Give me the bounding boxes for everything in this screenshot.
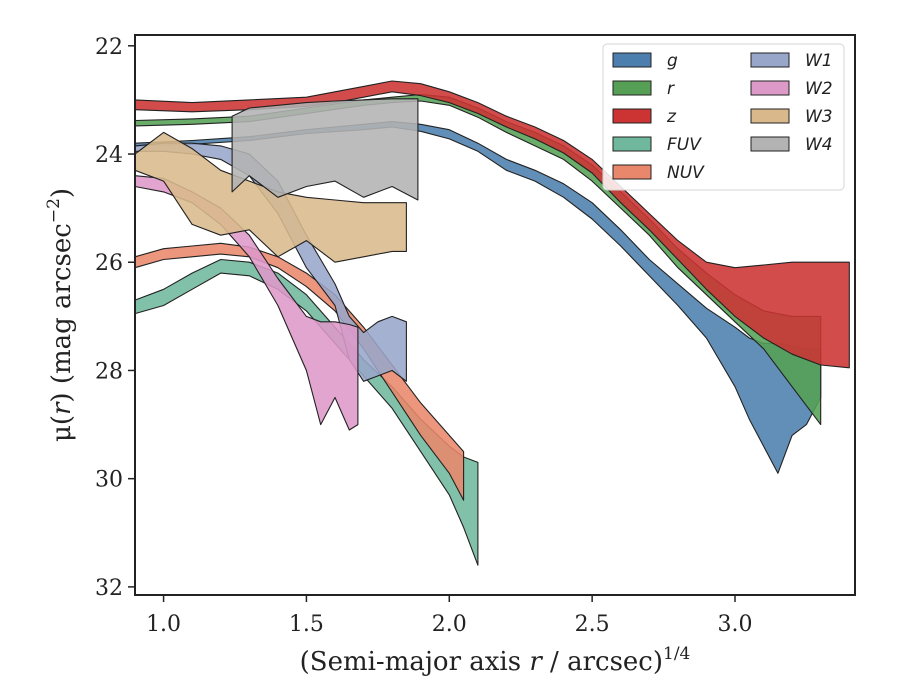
legend-swatch-fuv (612, 136, 652, 152)
legend-swatch-z (612, 108, 652, 124)
legend: grz FUV NUV W1 W2 W3 W4 (602, 43, 845, 191)
y-tick-label: 32 (95, 576, 123, 601)
y-tick-label: 26 (95, 251, 123, 276)
legend-label-w4: W4 (805, 135, 833, 155)
x-tick-label: 1.0 (146, 612, 181, 637)
legend-label-nuv: NUV (667, 163, 705, 183)
legend-swatch-r (612, 80, 652, 96)
y-axis-label: μ(r) (mag arcsec−2) (44, 188, 77, 442)
legend-swatch-w2 (750, 80, 790, 96)
x-tick-label: 2.5 (575, 612, 610, 637)
band-z (134, 80, 850, 369)
x-tick-label: 3.0 (718, 612, 753, 637)
legend-label-r: r (667, 79, 675, 99)
band-w4 (231, 98, 419, 201)
legend-swatch-w1 (750, 52, 790, 68)
y-tick-label: 22 (95, 35, 123, 60)
legend-label-w3: W3 (805, 107, 833, 127)
legend-label-z: z (666, 107, 677, 127)
x-tick-label: 2.0 (432, 612, 467, 637)
x-tick-label: 1.5 (289, 612, 324, 637)
y-tick-label: 30 (95, 468, 123, 493)
series-bands (134, 80, 850, 566)
legend-label-g: g (667, 51, 678, 71)
legend-swatch-g (612, 52, 652, 68)
plot-frame (134, 34, 856, 596)
legend-label-fuv: FUV (667, 135, 702, 155)
y-tick-label: 28 (95, 359, 123, 384)
y-tick-label: 24 (95, 143, 123, 168)
axis-ticks: 1.0 1.5 2.0 2.5 3.0 22 24 26 28 30 32 (95, 35, 753, 637)
legend-swatch-w4 (750, 136, 790, 152)
legend-swatch-nuv (612, 164, 652, 180)
x-axis-label: (Semi-major axis r / arcsec)1/4 (300, 644, 691, 677)
legend-label-w2: W2 (805, 79, 833, 99)
legend-label-w1: W1 (805, 51, 833, 71)
legend-swatch-w3 (750, 108, 790, 124)
